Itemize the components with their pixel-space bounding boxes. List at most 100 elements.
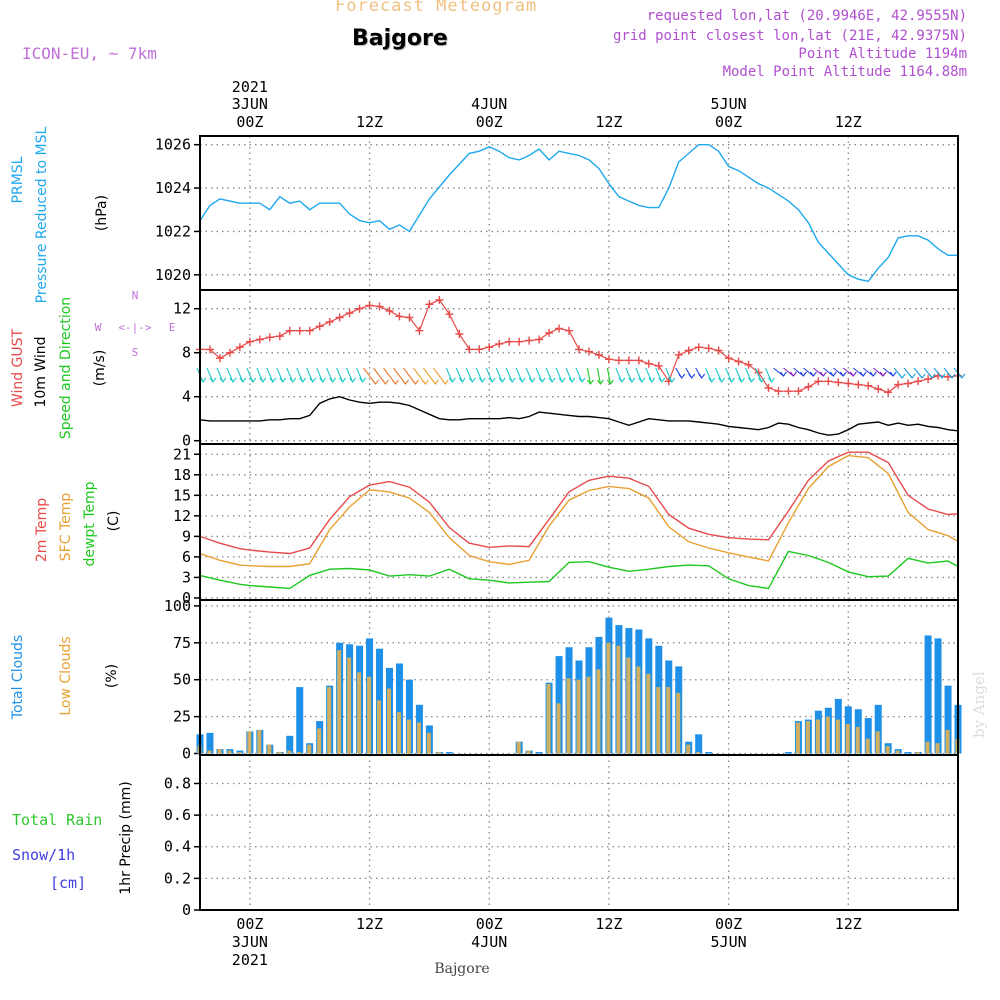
model-point-altitude: Model Point Altitude 1164.88m: [722, 64, 967, 80]
wind-direction-arrowhead: [628, 377, 636, 383]
gust-marker: [824, 377, 833, 386]
wind-direction-arrowhead: [239, 377, 247, 383]
bottom-station-label: Bajgore: [434, 961, 489, 977]
wind-direction-arrowhead: [879, 371, 887, 377]
gust-marker: [245, 337, 254, 346]
low-cloud-bar: [227, 750, 232, 754]
gust-marker: [315, 322, 324, 331]
low-cloud-bar: [945, 729, 950, 754]
wind-direction-arrow: [316, 367, 324, 383]
gust-marker: [375, 302, 384, 311]
gust-marker: [724, 354, 733, 363]
wind-direction-arrowhead: [498, 377, 506, 383]
low-cloud-bar: [367, 676, 372, 754]
wind-direction-arrow: [655, 367, 663, 383]
precip-label: 1hr Precip (mm): [118, 781, 134, 894]
gust-marker: [864, 381, 873, 390]
low-cloud-bar: [377, 700, 382, 754]
gust-marker: [485, 343, 494, 352]
snow-units: [cm]: [50, 874, 86, 892]
compass-w: W: [95, 321, 102, 334]
total-cloud-bar: [405, 679, 413, 754]
gust-marker: [874, 385, 883, 393]
low-cloud-bar: [865, 738, 870, 754]
wind-units: (m/s): [92, 350, 108, 387]
wind-direction-arrowhead: [799, 371, 807, 377]
snow-legend: Snow/1h: [12, 846, 75, 864]
compass-arrows: <-|->: [118, 321, 151, 334]
wind-direction-arrow: [735, 367, 743, 383]
wind-direction-arrow: [705, 367, 713, 383]
low-cloud-bar: [347, 657, 352, 754]
y-tick-label: 4: [182, 388, 191, 406]
total-cloud-bar: [864, 718, 872, 754]
wind-direction-arrow: [625, 367, 633, 383]
watermark-text: by Angel: [970, 671, 988, 738]
gust-marker: [475, 345, 484, 354]
y-tick-label: 75: [173, 634, 191, 652]
wind-direction-arrowhead: [289, 377, 297, 383]
total-cloud-bar: [924, 635, 932, 754]
bottom-hour-label: 12Z: [595, 915, 622, 933]
wind-direction-arrowhead: [658, 377, 666, 383]
wind-direction-arrow: [306, 367, 314, 383]
wind-direction-arrowhead: [421, 379, 429, 385]
y-tick-label: 1026: [155, 136, 191, 154]
gust-marker: [794, 387, 803, 396]
y-tick-label: 0.2: [164, 869, 191, 887]
wind-direction-arrowhead: [259, 377, 267, 383]
wind-direction-arrow: [645, 367, 653, 383]
wind-direction-arrowhead: [678, 373, 686, 379]
gust-marker: [854, 380, 863, 389]
compass-n: N: [132, 289, 139, 302]
bottom-date-label: 3JUN: [232, 933, 268, 951]
gust-marker: [215, 354, 224, 363]
wind-direction-arrow: [606, 367, 611, 385]
gust-marker: [545, 328, 554, 337]
gust-marker: [305, 326, 314, 335]
wind-direction-arrowhead: [829, 371, 837, 377]
low-cloud-bar: [357, 672, 362, 754]
wind-direction-arrowhead: [668, 377, 676, 383]
low-cloud-bar: [915, 752, 920, 754]
low-cloud-bar: [416, 722, 421, 754]
gust-marker: [255, 335, 264, 344]
pressure-label-2: Pressure Reduced to MSL: [34, 126, 50, 303]
gust-marker: [265, 333, 274, 342]
wind-direction-arrow: [545, 367, 553, 383]
wind-direction-arrowhead: [329, 377, 337, 383]
dewpt-label: dewpt Temp: [82, 481, 98, 566]
y-tick-label: 1022: [155, 222, 191, 240]
gust-marker: [834, 378, 843, 387]
wind-direction-arrow: [755, 367, 763, 383]
wind-direction-arrowhead: [339, 377, 347, 383]
wind-direction-arrow: [745, 367, 753, 383]
gust-marker: [674, 350, 683, 359]
low-cloud-bar: [267, 744, 272, 754]
low-cloud-bar: [387, 688, 391, 754]
wind-direction-arrowhead: [869, 371, 877, 377]
low-cloud-bar: [696, 752, 701, 754]
wind-direction-arrowhead: [819, 371, 827, 377]
gust-marker: [634, 356, 643, 365]
wind-direction-arrowhead: [849, 371, 857, 377]
sfc-temp-line: [199, 454, 959, 568]
bottom-hour-label: 00Z: [236, 915, 263, 933]
gust-marker: [614, 356, 623, 365]
wind-direction-arrowhead: [372, 379, 379, 385]
total-cloud-bar: [695, 734, 703, 754]
wind-direction-arrowhead: [279, 377, 287, 383]
low-cloud-bar: [885, 746, 890, 754]
wind-direction-arrowhead: [809, 371, 817, 377]
gust-marker: [335, 313, 344, 322]
y-tick-label: 9: [182, 527, 191, 545]
low-cloud-bar: [596, 669, 601, 754]
gust-marker: [584, 347, 593, 356]
panel-frame: [199, 443, 959, 601]
gust-marker: [774, 387, 783, 396]
total-cloud-bar: [535, 752, 543, 754]
wind-direction-arrowhead: [249, 377, 257, 383]
top-hour-label: 00Z: [476, 113, 503, 131]
low-cloud-bar: [805, 721, 810, 754]
wind-direction-arrowhead: [597, 379, 604, 385]
